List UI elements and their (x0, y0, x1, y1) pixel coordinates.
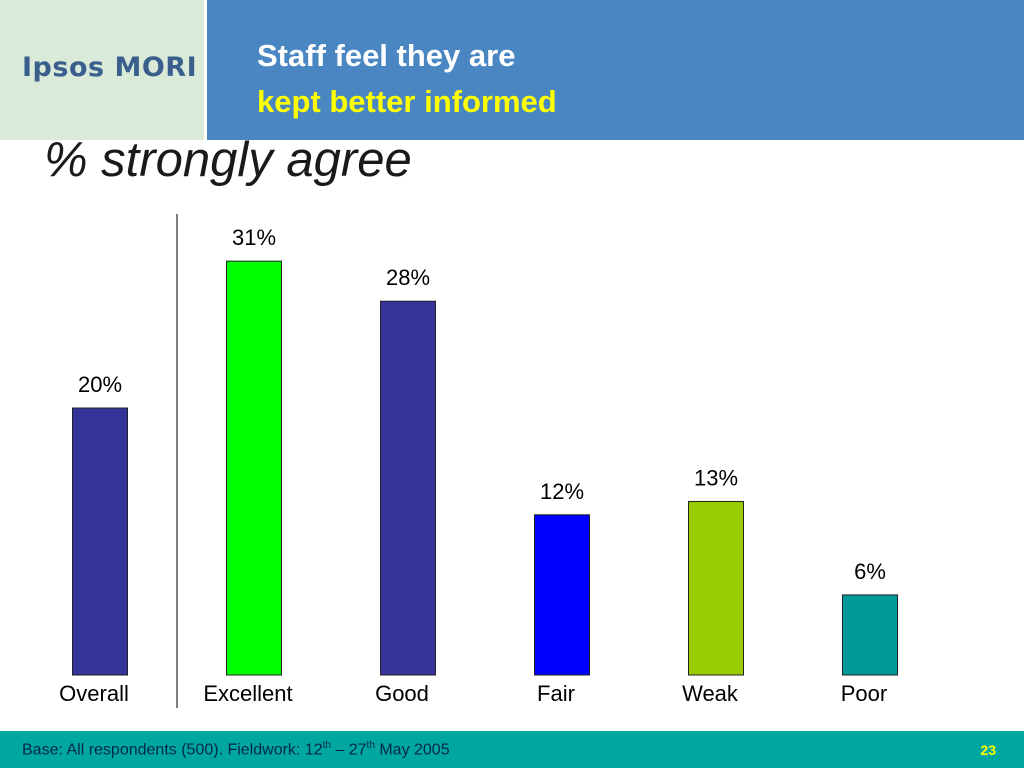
page-number: 23 (980, 742, 996, 758)
bar-weak (688, 500, 744, 676)
value-label-weak: 13% (694, 465, 738, 490)
category-label-poor: Poor (841, 681, 887, 706)
category-label-excellent: Excellent (203, 681, 292, 706)
slide-title-line1: Staff feel they are (257, 38, 516, 73)
value-label-fair: 12% (540, 479, 584, 504)
chart-subtitle: % strongly agree (44, 133, 412, 187)
bar-fair (534, 514, 590, 676)
value-label-overall: 20% (78, 372, 122, 397)
bar-excellent (226, 260, 282, 676)
logo-panel: Ipsos MORI (0, 0, 207, 140)
category-label-fair: Fair (537, 681, 575, 706)
slide-title-line2: kept better informed (257, 84, 557, 119)
header-band (207, 0, 1024, 140)
bar-good (380, 300, 436, 676)
footer-bar: Base: All respondents (500). Fieldwork: … (0, 731, 1024, 768)
bar-chart: 20% Overall 31% Excellent 28% Good 12% Fair 13% W… (59, 214, 898, 708)
category-label-overall: Overall (59, 681, 129, 706)
ipsos-mori-logo: Ipsos MORI (22, 52, 198, 83)
footer-base-note: Base: All respondents (500). Fieldwork: … (22, 740, 450, 759)
value-label-good: 28% (386, 265, 430, 290)
value-label-poor: 6% (854, 559, 886, 584)
value-label-excellent: 31% (232, 225, 276, 250)
category-label-good: Good (375, 681, 429, 706)
category-label-weak: Weak (682, 681, 739, 706)
bar-poor (842, 594, 898, 676)
bar-overall (72, 407, 128, 676)
